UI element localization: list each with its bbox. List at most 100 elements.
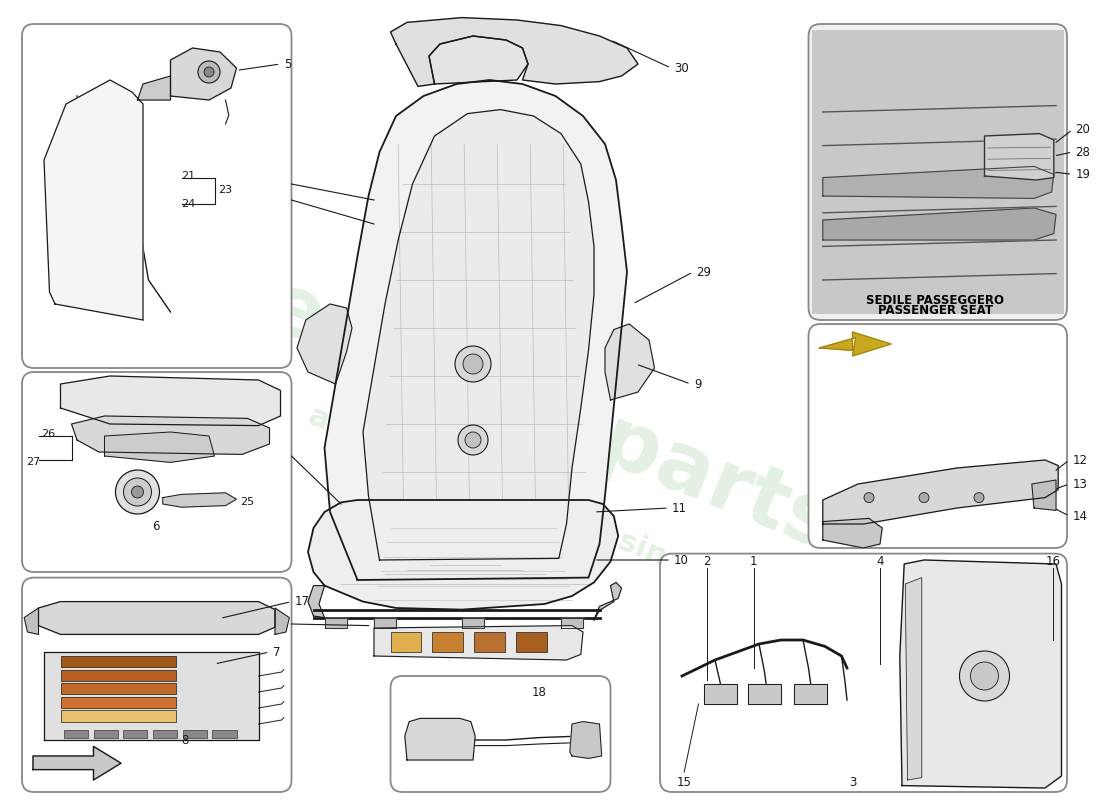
Polygon shape (374, 626, 583, 660)
Polygon shape (748, 684, 781, 704)
Bar (474, 632, 505, 652)
Polygon shape (24, 608, 38, 634)
Polygon shape (44, 652, 258, 740)
Polygon shape (704, 684, 737, 704)
Bar (212, 730, 236, 738)
Circle shape (132, 486, 143, 498)
FancyBboxPatch shape (22, 578, 292, 792)
Text: eurocarparts: eurocarparts (253, 265, 847, 567)
FancyBboxPatch shape (22, 372, 292, 572)
Text: 17: 17 (295, 595, 309, 608)
Text: 11: 11 (672, 502, 686, 514)
Circle shape (864, 493, 874, 502)
Bar (390, 632, 421, 652)
Bar (516, 632, 547, 652)
Polygon shape (1032, 480, 1056, 510)
Text: 18: 18 (531, 686, 547, 698)
Polygon shape (405, 718, 475, 760)
Text: 24: 24 (182, 199, 196, 209)
Text: 23: 23 (218, 185, 232, 194)
Bar (183, 730, 207, 738)
Text: 26: 26 (41, 429, 55, 438)
Text: 16: 16 (1045, 555, 1060, 568)
Polygon shape (308, 586, 324, 618)
Text: 27: 27 (26, 457, 41, 466)
Bar (60, 697, 176, 708)
Polygon shape (374, 618, 396, 628)
Polygon shape (297, 304, 352, 384)
Bar (432, 632, 463, 652)
Polygon shape (275, 608, 289, 634)
Text: 20: 20 (1076, 123, 1090, 136)
Polygon shape (900, 560, 1062, 788)
Text: 28: 28 (1076, 146, 1090, 158)
Polygon shape (104, 432, 214, 462)
Text: 12: 12 (1072, 454, 1087, 466)
Bar (153, 730, 177, 738)
Text: 3: 3 (849, 776, 856, 789)
Circle shape (123, 478, 152, 506)
Polygon shape (605, 324, 654, 400)
Text: 5: 5 (284, 58, 292, 70)
Circle shape (455, 346, 491, 382)
Text: 19: 19 (1076, 168, 1090, 181)
Polygon shape (60, 376, 280, 426)
FancyBboxPatch shape (390, 676, 611, 792)
Polygon shape (163, 493, 236, 507)
Text: SEDILE PASSEGGERO: SEDILE PASSEGGERO (866, 294, 1004, 306)
FancyBboxPatch shape (660, 554, 1067, 792)
Polygon shape (324, 80, 627, 580)
Polygon shape (33, 746, 121, 780)
Text: 14: 14 (1072, 510, 1087, 522)
Polygon shape (561, 618, 583, 628)
Bar (64, 730, 88, 738)
Bar (94, 730, 118, 738)
FancyBboxPatch shape (808, 324, 1067, 548)
FancyBboxPatch shape (22, 24, 292, 368)
Text: 4: 4 (877, 555, 883, 568)
Polygon shape (363, 110, 594, 560)
Polygon shape (905, 578, 922, 780)
Polygon shape (390, 18, 638, 86)
Polygon shape (462, 618, 484, 628)
Circle shape (116, 470, 160, 514)
Text: 15: 15 (676, 776, 692, 789)
Polygon shape (823, 208, 1056, 240)
Polygon shape (820, 332, 891, 356)
Polygon shape (570, 722, 602, 758)
Text: 8: 8 (182, 734, 189, 746)
Polygon shape (794, 684, 827, 704)
Polygon shape (72, 416, 270, 454)
Text: 9: 9 (694, 378, 702, 390)
FancyBboxPatch shape (808, 24, 1067, 320)
Text: 13: 13 (1072, 478, 1087, 490)
Bar (60, 656, 176, 667)
Text: 21: 21 (182, 171, 196, 181)
Text: 1: 1 (750, 555, 757, 568)
Bar (60, 670, 176, 681)
Text: 7: 7 (273, 646, 280, 658)
Circle shape (959, 651, 1010, 701)
Circle shape (974, 493, 984, 502)
Text: 10: 10 (674, 554, 689, 566)
Polygon shape (170, 48, 236, 100)
Polygon shape (324, 618, 346, 628)
Polygon shape (594, 582, 621, 620)
Polygon shape (823, 460, 1058, 524)
Circle shape (204, 67, 214, 77)
Circle shape (970, 662, 999, 690)
Bar (60, 683, 176, 694)
Polygon shape (138, 76, 170, 100)
Circle shape (458, 425, 488, 455)
Polygon shape (823, 518, 882, 548)
Text: 29: 29 (696, 266, 711, 278)
Bar (123, 730, 147, 738)
Bar (60, 710, 176, 722)
Text: 6: 6 (152, 520, 160, 533)
Polygon shape (39, 602, 275, 634)
Polygon shape (984, 134, 1054, 180)
Polygon shape (44, 80, 143, 320)
Circle shape (463, 354, 483, 374)
Polygon shape (823, 166, 1054, 198)
Text: PASSENGER SEAT: PASSENGER SEAT (878, 304, 992, 317)
